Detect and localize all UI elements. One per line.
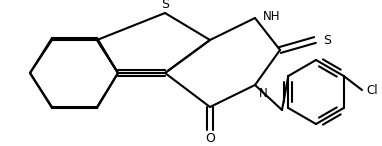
Text: S: S — [323, 33, 331, 46]
Text: O: O — [205, 132, 215, 145]
Text: N: N — [259, 87, 268, 100]
Text: S: S — [161, 0, 169, 11]
Text: Cl: Cl — [366, 84, 378, 97]
Text: NH: NH — [263, 11, 280, 24]
